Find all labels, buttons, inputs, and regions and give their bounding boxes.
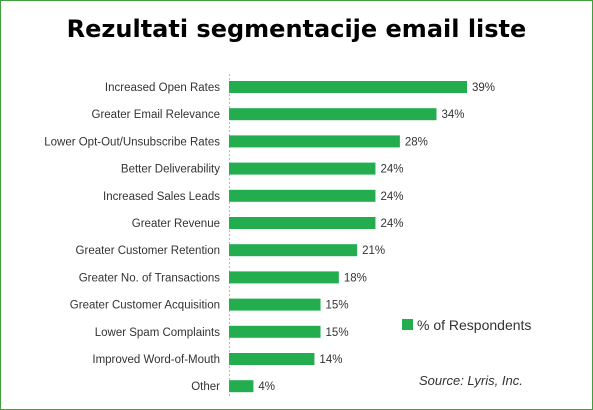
value-label: 28% <box>405 136 428 148</box>
value-labels: 39% 34% 28% 24% 24% 24% 21% 18% 15% 15% 14% 4% <box>258 82 495 393</box>
bar <box>229 325 321 338</box>
value-label: 15% <box>326 327 349 339</box>
bar <box>229 108 437 121</box>
category-label: Greater Email Relevance <box>92 109 220 121</box>
category-label: Increased Sales Leads <box>103 191 220 203</box>
value-label: 34% <box>441 109 464 121</box>
category-label: Greater Customer Acquisition <box>70 300 220 312</box>
category-label: Other <box>191 381 220 393</box>
bar <box>229 353 315 365</box>
bars <box>229 81 467 393</box>
value-label: 4% <box>258 381 275 393</box>
category-label: Increased Open Rates <box>105 82 220 94</box>
category-label: Improved Word-of-Mouth <box>92 354 220 366</box>
bar <box>229 189 376 202</box>
value-label: 24% <box>380 164 403 176</box>
bar <box>229 135 400 148</box>
category-label: Greater Revenue <box>132 218 220 230</box>
legend-label: % of Respondents <box>417 317 531 333</box>
category-label: Greater Customer Retention <box>76 245 220 257</box>
category-label: Lower Spam Complaints <box>95 327 221 339</box>
bar <box>229 380 254 393</box>
bar <box>229 81 467 93</box>
value-label: 15% <box>326 300 349 312</box>
bar <box>229 298 321 311</box>
value-label: 14% <box>319 354 342 366</box>
bar <box>229 271 339 284</box>
source-annotation: Source: Lyris, Inc. <box>419 373 523 388</box>
value-label: 21% <box>362 245 385 257</box>
category-label: Better Deliverability <box>121 164 220 176</box>
category-label: Lower Opt-Out/Unsubscribe Rates <box>44 136 220 148</box>
bar <box>229 244 358 257</box>
category-labels: Increased Open Rates Greater Email Releva… <box>44 82 220 393</box>
chart-title: Rezultati segmentacije email liste <box>66 15 527 43</box>
value-label: 24% <box>380 218 403 230</box>
bar <box>229 217 376 229</box>
category-label: Greater No. of Transactions <box>79 272 221 284</box>
value-label: 24% <box>380 191 403 203</box>
value-label: 39% <box>472 82 495 94</box>
legend-swatch <box>402 319 413 330</box>
value-label: 18% <box>344 272 367 284</box>
legend: % of Respondents <box>402 317 531 333</box>
bar <box>229 162 376 175</box>
